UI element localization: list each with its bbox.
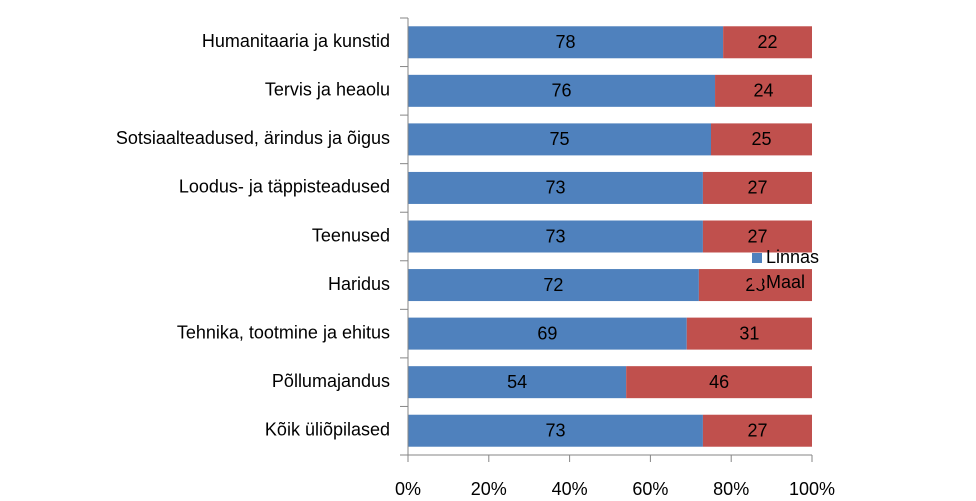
data-label: 54 (507, 372, 527, 392)
data-label: 31 (739, 323, 759, 343)
data-label: 27 (747, 226, 767, 246)
x-tick-label: 80% (713, 479, 749, 499)
data-label: 27 (747, 420, 767, 440)
data-label: 46 (709, 372, 729, 392)
x-tick-label: 0% (395, 479, 421, 499)
y-tick-label: Sotsiaalteadused, ärindus ja õigus (116, 128, 390, 148)
bar-segment (408, 74, 716, 107)
data-label: 25 (751, 129, 771, 149)
data-label: 22 (758, 32, 778, 52)
bar-segment (715, 74, 812, 107)
x-tick-label: 100% (789, 479, 835, 499)
legend-label: Maal (766, 272, 805, 292)
bar-segment (702, 220, 812, 253)
bar-segment (408, 220, 703, 253)
bar-segment (408, 26, 724, 59)
data-label: 73 (545, 178, 565, 198)
legend-swatch (752, 278, 762, 288)
x-tick-label: 60% (632, 479, 668, 499)
bar-segment (408, 171, 703, 204)
bar-segment (702, 171, 812, 204)
bar-segment (723, 26, 812, 59)
y-tick-label: Tervis ja heaolu (265, 80, 390, 100)
bar-segment (408, 317, 687, 350)
data-label: 76 (552, 81, 572, 101)
data-label: 73 (545, 226, 565, 246)
y-tick-label: Humanitaaria ja kunstid (202, 31, 390, 51)
bar-segment (702, 414, 812, 447)
y-tick-label: Tehnika, tootmine ja ehitus (177, 322, 390, 342)
data-label: 75 (549, 129, 569, 149)
bar-segment (711, 123, 812, 156)
bar-segment (408, 269, 699, 302)
x-tick-label: 20% (471, 479, 507, 499)
data-label: 69 (537, 323, 557, 343)
data-label: 27 (747, 178, 767, 198)
data-label: 24 (754, 81, 774, 101)
y-tick-label: Põllumajandus (272, 371, 390, 391)
data-label: 72 (543, 275, 563, 295)
y-tick-label: Kõik üliõpilased (265, 419, 390, 439)
bar-segment (408, 123, 711, 156)
y-tick-label: Loodus- ja täppisteadused (179, 177, 390, 197)
bar-segment (626, 366, 812, 399)
y-tick-label: Haridus (328, 274, 390, 294)
legend-label: Linnas (766, 247, 819, 267)
data-label: 78 (556, 32, 576, 52)
legend-swatch (752, 253, 762, 263)
bar-segment (686, 317, 812, 350)
x-tick-label: 40% (552, 479, 588, 499)
bar-segment (408, 366, 627, 399)
y-tick-label: Teenused (312, 225, 390, 245)
data-label: 73 (545, 420, 565, 440)
bar-segment (408, 414, 703, 447)
